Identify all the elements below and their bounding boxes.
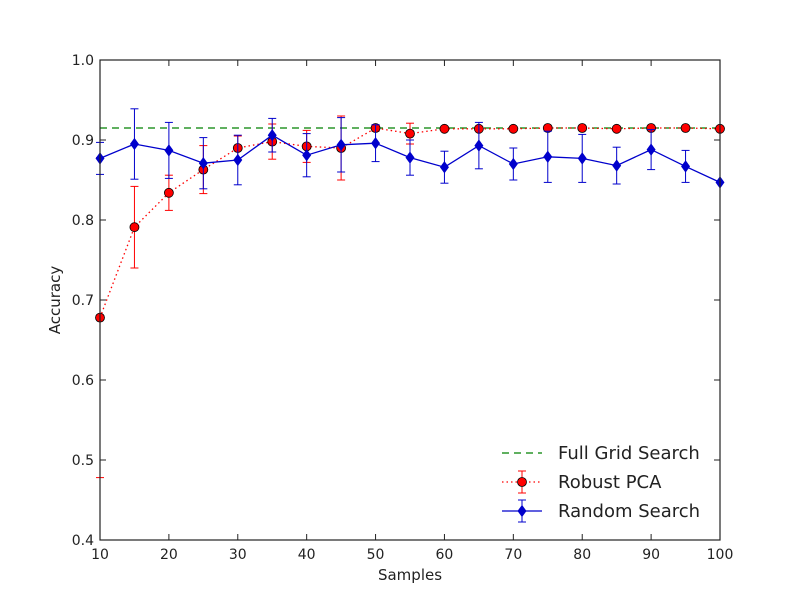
data-point-random-search [439,161,449,174]
legend-entry-random-search: Random Search [502,499,700,523]
legend-label: Full Grid Search [558,443,700,464]
ticks-layer: 10 20 30 40 50 60 70 80 90 100 0.4 0.5 0.6 0.7 0.8 0.9 1… [72,53,734,563]
legend-marker [517,477,527,487]
y-axis-label: Accuracy [46,266,64,335]
data-point-random-search [267,129,277,142]
legend-entry-full-grid-search: Full Grid Search [502,443,700,464]
x-tick-label: 100 [707,547,734,563]
data-point-random-search [302,149,312,162]
y-tick-label: 0.5 [72,453,94,469]
x-tick-label: 50 [367,547,385,563]
data-point-random-search [405,151,415,164]
data-point-robust-pca [163,187,174,198]
data-point-robust-pca [680,123,691,133]
legend-entry-robust-pca: Robust PCA [502,470,662,494]
data-point-random-search [474,139,484,152]
data-point-random-search [612,159,622,172]
data-point-random-search [198,157,208,170]
data-point-random-search [164,144,174,157]
x-tick-label: 90 [642,547,660,563]
legend-label: Random Search [558,501,700,522]
data-point-robust-pca [405,128,415,139]
x-tick-label: 70 [504,547,522,563]
x-tick-label: 10 [91,547,109,563]
x-tick-label: 80 [573,547,591,563]
legend: Full Grid Search Robust PCA Random Search [502,443,700,523]
x-tick-label: 20 [160,547,178,563]
legend-marker [517,504,527,518]
data-point-robust-pca [439,123,450,134]
x-tick-label: 60 [436,547,454,563]
y-tick-label: 0.7 [72,293,94,309]
legend-label: Robust PCA [558,472,662,493]
data-point-robust-pca [129,222,140,233]
x-tick-label: 30 [229,547,247,563]
data-point-robust-pca [508,123,519,134]
y-tick-label: 0.9 [72,133,94,149]
data-point-random-search [336,138,346,151]
y-tick-label: 0.6 [72,373,94,389]
y-tick-label: 0.8 [72,213,94,229]
data-point-random-search [233,153,243,167]
data-point-robust-pca [611,123,622,134]
data-point-random-search [129,137,139,151]
y-tick-label: 1.0 [72,53,94,69]
x-axis-label: Samples [378,566,442,584]
data-point-random-search [371,137,381,150]
data-point-random-search [681,160,691,173]
data-point-random-search [543,150,553,163]
data-point-robust-pca [577,123,588,133]
x-tick-label: 40 [298,547,316,563]
y-tick-label: 0.4 [72,533,94,549]
data-point-random-search [508,157,518,171]
data-point-random-search [646,143,656,156]
data-point-random-search [577,152,587,165]
